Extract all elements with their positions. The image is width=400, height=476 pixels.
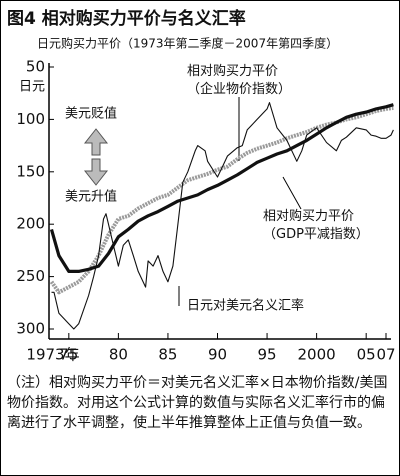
- y-tick-label: 300: [16, 320, 45, 338]
- x-tick-label: 2000: [298, 346, 336, 364]
- x-tick-label: 07: [376, 346, 395, 364]
- chart: 图4 相对购买力平价与名义汇率 日元购买力平价（1973年第二季度－2007年第…: [7, 8, 396, 364]
- annotation: 美元升值: [65, 189, 117, 205]
- x-tick-label: 80: [109, 346, 128, 364]
- chart-subtitle: 日元购买力平价（1973年第二季度－2007年第四季度）: [37, 36, 338, 51]
- series-line: [51, 102, 394, 330]
- y-tick-label: 250: [16, 267, 45, 285]
- y-tick-label: 200: [16, 215, 45, 233]
- footnote: （注）相对购买力平价＝对美元名义汇率×日本物价指数/美国物价指数。对用这个公式计…: [7, 373, 393, 433]
- y-tick-label: 150: [16, 162, 45, 180]
- series-line: [49, 103, 394, 273]
- x-tick-label: 05: [357, 346, 376, 364]
- y-axis-label: 日元: [19, 80, 45, 95]
- chart-title: 图4 相对购买力平价与名义汇率: [7, 8, 246, 29]
- x-tick-label: 1973年: [26, 346, 79, 364]
- y-tick-label: 100: [16, 110, 45, 128]
- note-label: （注）: [7, 375, 49, 391]
- series-label: 相对购买力平价（企业物价指数）: [187, 63, 291, 97]
- x-tick-label: 95: [258, 346, 277, 364]
- series-label: 日元对美元名义汇率: [187, 298, 304, 314]
- series-label: 相对购买力平价（GDP平减指数）: [263, 208, 369, 242]
- y-tick-label: 50: [26, 58, 45, 76]
- x-tick-label: 90: [208, 346, 227, 364]
- annotation: 美元贬值: [65, 106, 117, 122]
- down-arrow: [83, 158, 109, 186]
- x-tick-label: 85: [158, 346, 177, 364]
- leader-line: [282, 176, 302, 210]
- up-arrow: [83, 128, 109, 156]
- note-text: 相对购买力平价＝对美元名义汇率×日本物价指数/美国物价指数。对用这个公式计算的数…: [7, 375, 388, 431]
- x-tick-label: 75: [59, 346, 78, 364]
